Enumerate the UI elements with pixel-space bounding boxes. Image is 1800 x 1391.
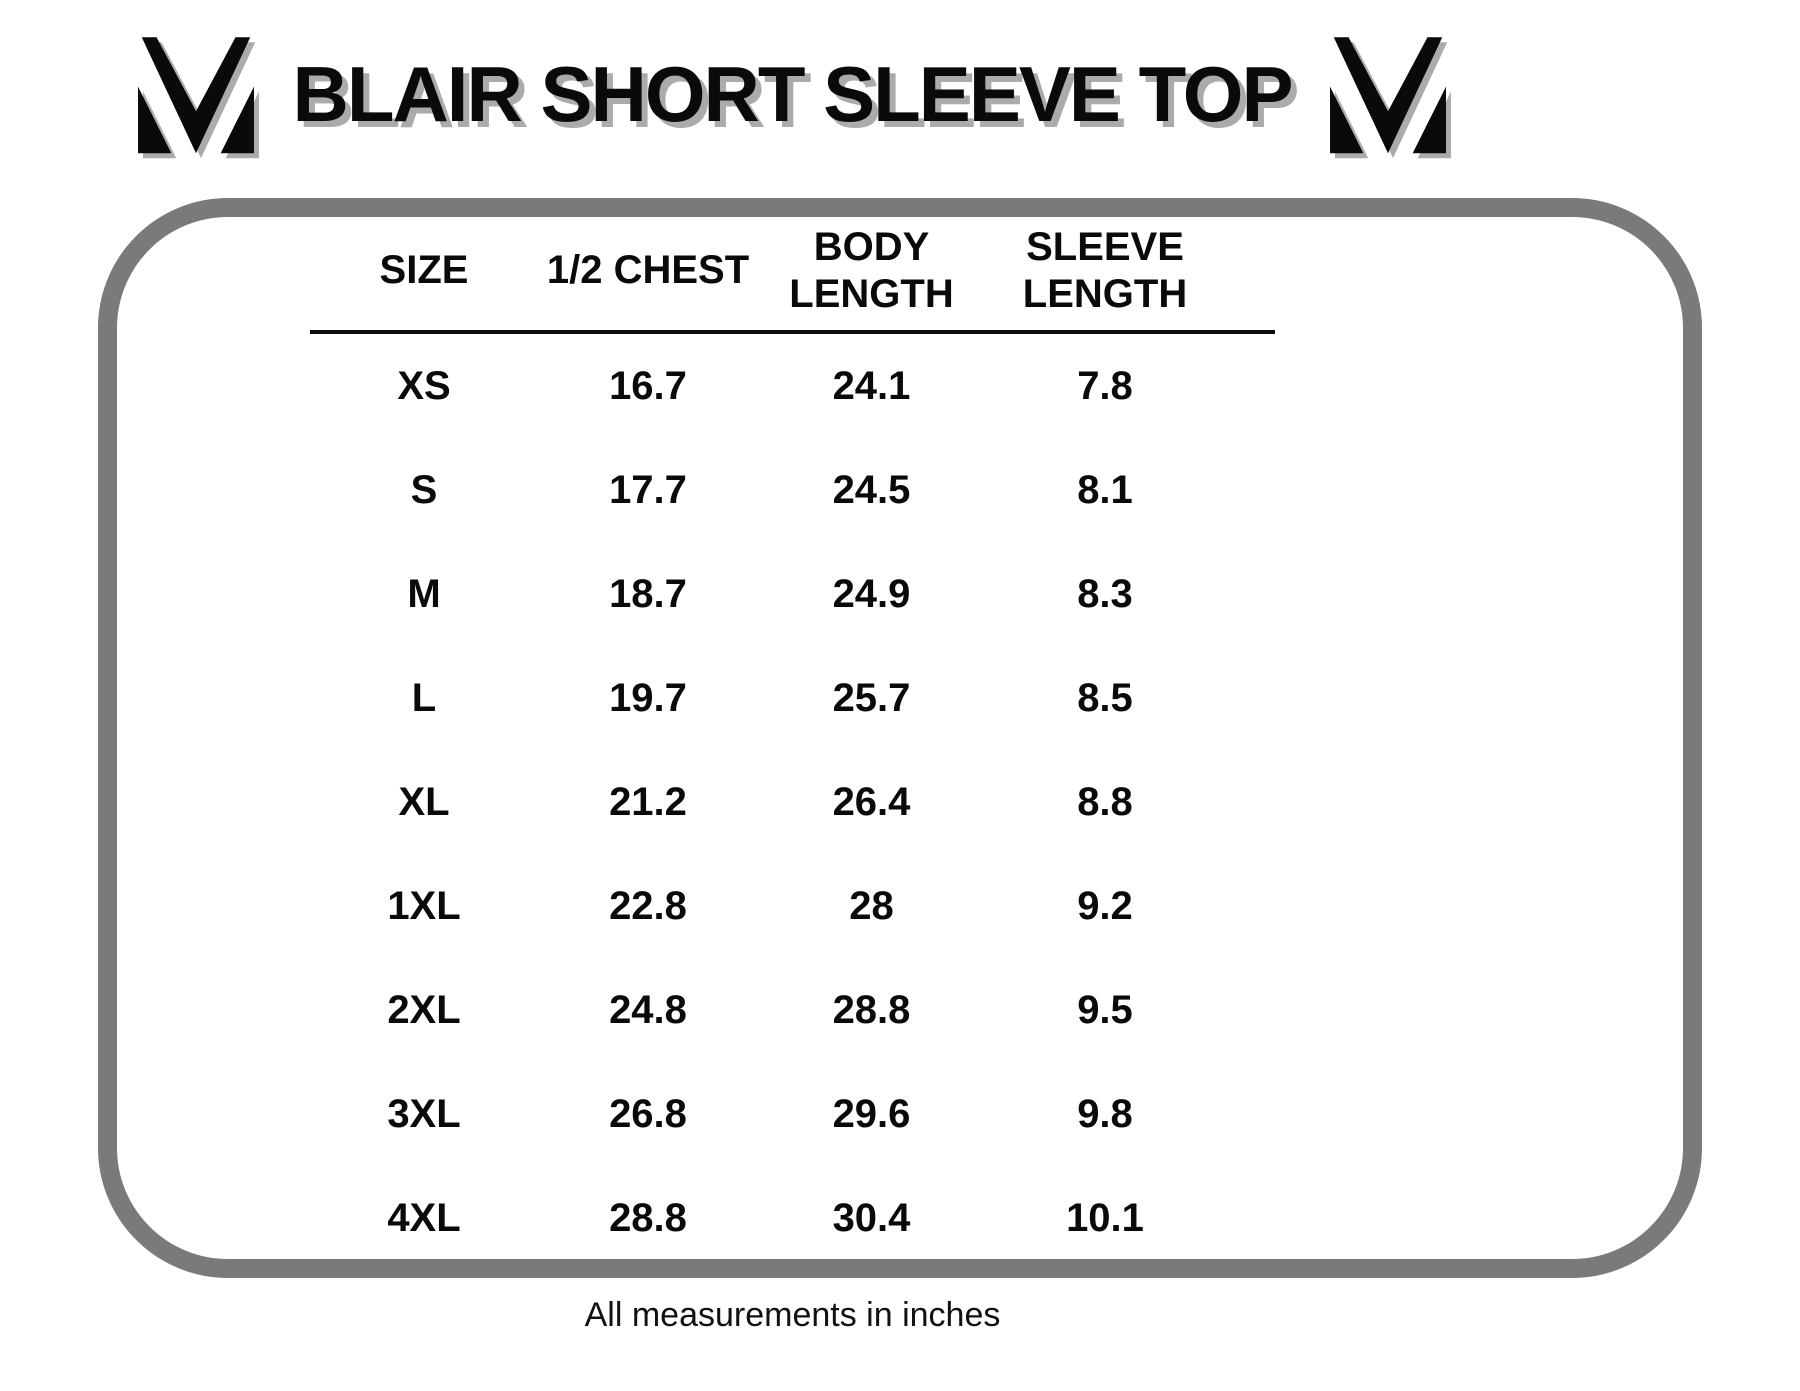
cell-half-chest: 19.7	[609, 675, 687, 720]
cell-size: 2XL	[387, 987, 461, 1032]
cell-body-length: 29.6	[832, 1091, 911, 1136]
cell-size: XL	[398, 779, 450, 824]
cell-body-length: 28	[849, 883, 894, 928]
cell-sleeve-length: 10.1	[1066, 1195, 1144, 1240]
column-header-size: SIZE	[379, 248, 469, 293]
cell-sleeve-length: 9.8	[1077, 1091, 1133, 1136]
cell-half-chest: 24.8	[609, 987, 687, 1032]
table-row: 4XL 28.8 30.4 10.1	[310, 1166, 1225, 1270]
measurement-units-note: All measurements in inches	[584, 1296, 1001, 1334]
cell-body-length: 24.9	[832, 571, 911, 616]
header: BLAIR SHORT SLEEVE TOP	[0, 26, 1692, 162]
cell-half-chest: 28.8	[609, 1195, 687, 1240]
header-divider-line	[310, 330, 1275, 334]
table-row: XS 16.7 24.1 7.8	[310, 334, 1225, 438]
cell-size: 3XL	[387, 1091, 461, 1136]
cell-size: S	[410, 467, 438, 512]
cell-half-chest: 17.7	[609, 467, 687, 512]
cell-sleeve-length: 8.5	[1077, 675, 1133, 720]
cell-half-chest: 21.2	[609, 779, 687, 824]
table-row: L 19.7 25.7 8.5	[310, 646, 1225, 750]
table-row: M 18.7 24.9 8.3	[310, 542, 1225, 646]
cell-sleeve-length: 8.8	[1077, 779, 1133, 824]
cell-size: 1XL	[387, 883, 461, 928]
cell-body-length: 25.7	[832, 675, 911, 720]
column-header-body-length: BODY LENGTH	[789, 224, 954, 316]
table-row: 2XL 24.8 28.8 9.5	[310, 958, 1225, 1062]
table-body: XS 16.7 24.1 7.8 S 17.7 24.5 8.1 M 18.7 24.9 8.3 L 19…	[310, 334, 1225, 1270]
cell-sleeve-length: 9.5	[1077, 987, 1133, 1032]
column-header-half-chest: 1/2 CHEST	[546, 248, 750, 293]
cell-sleeve-length: 9.2	[1077, 883, 1133, 928]
cell-size: 4XL	[387, 1195, 461, 1240]
cell-size: L	[411, 675, 437, 720]
cell-size: M	[407, 571, 441, 616]
brand-logo-icon	[138, 37, 255, 154]
table-row: XL 21.2 26.4 8.8	[310, 750, 1225, 854]
cell-body-length: 28.8	[832, 987, 911, 1032]
cell-body-length: 30.4	[832, 1195, 911, 1240]
cell-half-chest: 26.8	[609, 1091, 687, 1136]
cell-sleeve-length: 8.1	[1077, 467, 1133, 512]
cell-half-chest: 22.8	[609, 883, 687, 928]
column-header-sleeve-length: SLEEVE LENGTH	[1022, 224, 1188, 316]
cell-half-chest: 16.7	[609, 363, 687, 408]
cell-body-length: 24.5	[832, 467, 911, 512]
table-header-row: SIZE 1/2 CHEST BODY LENGTH SLEEVE LENGTH	[310, 212, 1225, 330]
brand-logo-icon	[1329, 37, 1446, 154]
table-row: 3XL 26.8 29.6 9.8	[310, 1062, 1225, 1166]
page-title: BLAIR SHORT SLEEVE TOP	[292, 49, 1293, 138]
rounded-frame	[98, 198, 1702, 1278]
table-row: S 17.7 24.5 8.1	[310, 438, 1225, 542]
cell-half-chest: 18.7	[609, 571, 687, 616]
cell-size: XS	[397, 363, 451, 408]
cell-body-length: 24.1	[832, 363, 911, 408]
cell-sleeve-length: 8.3	[1077, 571, 1133, 616]
cell-sleeve-length: 7.8	[1077, 363, 1133, 408]
cell-body-length: 26.4	[832, 779, 911, 824]
table-row: 1XL 22.8 28 9.2	[310, 854, 1225, 958]
